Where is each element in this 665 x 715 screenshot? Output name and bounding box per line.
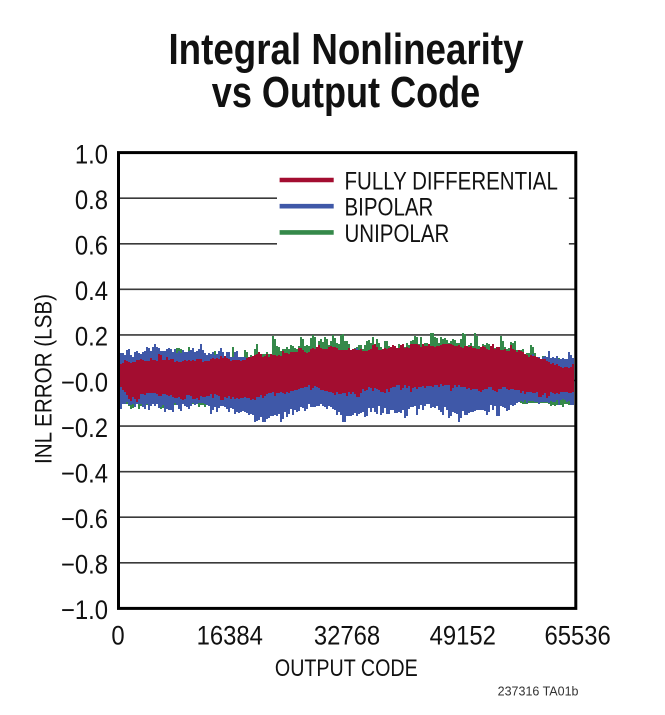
svg-text:−0.6: −0.6 [61, 505, 108, 535]
svg-text:INL ERROR (LSB): INL ERROR (LSB) [30, 294, 57, 464]
svg-text:−0.2: −0.2 [61, 414, 108, 444]
svg-text:1.0: 1.0 [75, 140, 108, 170]
svg-text:UNIPOLAR: UNIPOLAR [345, 219, 450, 247]
svg-text:0.2: 0.2 [75, 322, 108, 352]
svg-text:BIPOLAR: BIPOLAR [345, 193, 434, 221]
svg-text:−0.0: −0.0 [61, 368, 108, 398]
svg-text:vs Output Code: vs Output Code [212, 68, 480, 117]
svg-text:237316 TA01b: 237316 TA01b [498, 684, 579, 698]
svg-text:65536: 65536 [544, 621, 610, 651]
svg-text:0.8: 0.8 [75, 186, 108, 216]
svg-text:0.4: 0.4 [75, 277, 108, 307]
svg-text:−0.4: −0.4 [61, 459, 108, 489]
svg-text:16384: 16384 [197, 621, 263, 651]
svg-text:OUTPUT CODE: OUTPUT CODE [275, 654, 418, 681]
svg-text:Integral Nonlinearity: Integral Nonlinearity [168, 24, 523, 74]
svg-text:FULLY DIFFERENTIAL: FULLY DIFFERENTIAL [345, 167, 558, 195]
svg-text:0: 0 [111, 621, 124, 651]
svg-text:49152: 49152 [430, 621, 496, 651]
svg-text:−1.0: −1.0 [61, 596, 108, 626]
svg-text:32768: 32768 [314, 621, 380, 651]
svg-text:0.6: 0.6 [75, 231, 108, 261]
svg-text:−0.8: −0.8 [61, 550, 108, 580]
